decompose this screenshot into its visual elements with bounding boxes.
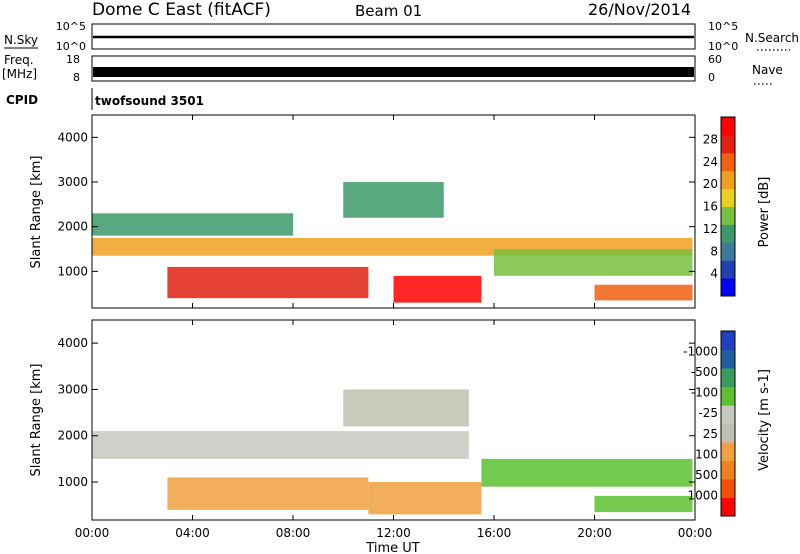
colorbar-swatch <box>721 497 735 517</box>
nave-right-tick-bottom: 0 <box>708 71 715 84</box>
time-axis: 00:00 04:00 08:00 12:00 16:00 20:00 00:00 <box>75 115 713 540</box>
power-region-5 <box>594 284 693 301</box>
colorbar-tick-label: 4 <box>710 267 718 281</box>
velocity-ylabel: Slant Range [km] <box>29 364 44 477</box>
colorbar-tick-label: 500 <box>695 468 718 482</box>
range-tick-label: 4000 <box>57 336 88 350</box>
colorbar-swatch <box>721 170 735 190</box>
x-axis-label: Time UT <box>365 541 419 554</box>
range-tick-label: 3000 <box>57 382 88 396</box>
noise-left-tick-top: 10^5 <box>56 20 86 33</box>
power-ylabel: Slant Range [km] <box>29 156 44 269</box>
colorbar-swatch <box>721 479 735 498</box>
power-region-3 <box>343 182 444 218</box>
station-title: Dome C East (fitACF) <box>92 0 271 20</box>
colorbar-tick-label: -100 <box>691 386 718 400</box>
time-tick-label: 16:00 <box>477 526 512 540</box>
beam-title: Beam 01 <box>355 2 422 20</box>
colorbar-tick-label: 25 <box>703 427 718 441</box>
colorbar-tick-label: -1000 <box>683 345 718 359</box>
colorbar-swatch <box>721 442 735 461</box>
velocity-y-axis: 1000 2000 3000 4000 <box>57 336 695 489</box>
colorbar-swatch <box>721 224 735 243</box>
power-region-1 <box>167 266 369 299</box>
noise-right-tick-bottom: 10^0 <box>708 40 738 53</box>
cpid-label: CPID <box>6 93 38 107</box>
power-region-4 <box>494 249 693 276</box>
time-tick-label: 04:00 <box>175 526 210 540</box>
range-tick-label: 3000 <box>57 175 88 189</box>
date-title: 26/Nov/2014 <box>588 0 691 19</box>
noise-right-tick-top: 10^5 <box>708 20 738 33</box>
power-y-axis: 1000 2000 3000 4000 <box>57 130 695 278</box>
cpid-text: twofsound 3501 <box>95 94 204 108</box>
frequency-panel: 18 8 60 0 <box>66 53 722 84</box>
nsearch-label: N.Search <box>745 31 799 45</box>
vel-region-4 <box>594 495 693 513</box>
colorbar-tick-label: 16 <box>703 200 718 214</box>
colorbar-swatch <box>721 188 735 207</box>
time-tick-label: 00:00 <box>678 526 713 540</box>
vel-region-2 <box>368 482 482 515</box>
colorbar-tick-label: 20 <box>703 177 718 191</box>
frequency-trace <box>93 67 694 77</box>
colorbar-swatch <box>721 349 735 369</box>
range-tick-label: 1000 <box>57 475 88 489</box>
range-tick-label: 2000 <box>57 429 88 443</box>
power-colorbar-label: Power [dB] <box>757 177 772 248</box>
vel-region-5 <box>343 389 469 427</box>
colorbar-tick-label: 8 <box>710 244 718 258</box>
colorbar-swatch <box>721 152 735 172</box>
colorbar-swatch <box>721 134 735 154</box>
time-tick-label: 20:00 <box>577 526 612 540</box>
colorbar-tick-label: -500 <box>691 365 718 379</box>
colorbar-swatch <box>721 278 735 297</box>
vel-region-3 <box>481 458 693 487</box>
colorbar-swatch <box>721 260 735 279</box>
vel-region-0 <box>92 431 469 459</box>
power-heatmap <box>92 182 693 303</box>
freq-left-tick-top: 18 <box>66 53 80 66</box>
colorbar-tick-label: -25 <box>698 406 718 420</box>
colorbar-swatch <box>721 242 735 261</box>
range-tick-label: 1000 <box>57 264 88 278</box>
colorbar-swatch <box>721 423 735 443</box>
nsky-label: N.Sky <box>4 33 38 47</box>
velocity-colorbar-label: Velocity [m s-1] <box>757 369 772 471</box>
nave-label: Nave <box>752 63 783 77</box>
colorbar-swatch <box>721 386 735 406</box>
colorbar-swatch <box>721 117 735 136</box>
time-tick-label: 12:00 <box>376 526 411 540</box>
velocity-heatmap <box>92 389 693 515</box>
colorbar-swatch <box>721 368 735 387</box>
colorbar-tick-label: 1000 <box>687 488 718 502</box>
range-tick-label: 4000 <box>57 130 88 144</box>
colorbar-swatch <box>721 460 735 480</box>
freq-label: Freq. <box>4 53 34 67</box>
velocity-colorbar: 1000 500 100 25 -25 -100 -500 -1000 <box>683 330 736 517</box>
power-colorbar: 4 8 12 16 20 24 28 <box>703 116 736 297</box>
colorbar-tick-label: 100 <box>695 447 718 461</box>
power-panel: 1000 2000 3000 4000 Slant Range [km] 4 8 12 16… <box>29 114 772 309</box>
noise-left-tick-bottom: 10^0 <box>56 40 86 53</box>
colorbar-tick-label: 12 <box>703 222 718 236</box>
colorbar-swatch <box>721 405 735 424</box>
power-region-2 <box>393 275 482 303</box>
nave-right-tick-top: 60 <box>708 53 722 66</box>
time-tick-label: 08:00 <box>276 526 311 540</box>
colorbar-tick-label: 24 <box>703 155 718 169</box>
colorbar-swatch <box>721 331 735 350</box>
freq-left-tick-bottom: 8 <box>73 71 80 84</box>
power-region-6 <box>92 213 293 236</box>
colorbar-tick-label: 28 <box>703 132 718 146</box>
colorbar-swatch <box>721 206 735 225</box>
velocity-panel: 1000 2000 3000 4000 Slant Range [km] 1000 50… <box>29 319 772 521</box>
time-tick-label: 00:00 <box>75 526 110 540</box>
vel-region-1 <box>167 477 369 510</box>
freq-unit-label: [MHz] <box>2 67 37 81</box>
range-tick-label: 2000 <box>57 220 88 234</box>
noise-panel: 10^5 10^0 10^5 10^0 <box>56 20 738 53</box>
